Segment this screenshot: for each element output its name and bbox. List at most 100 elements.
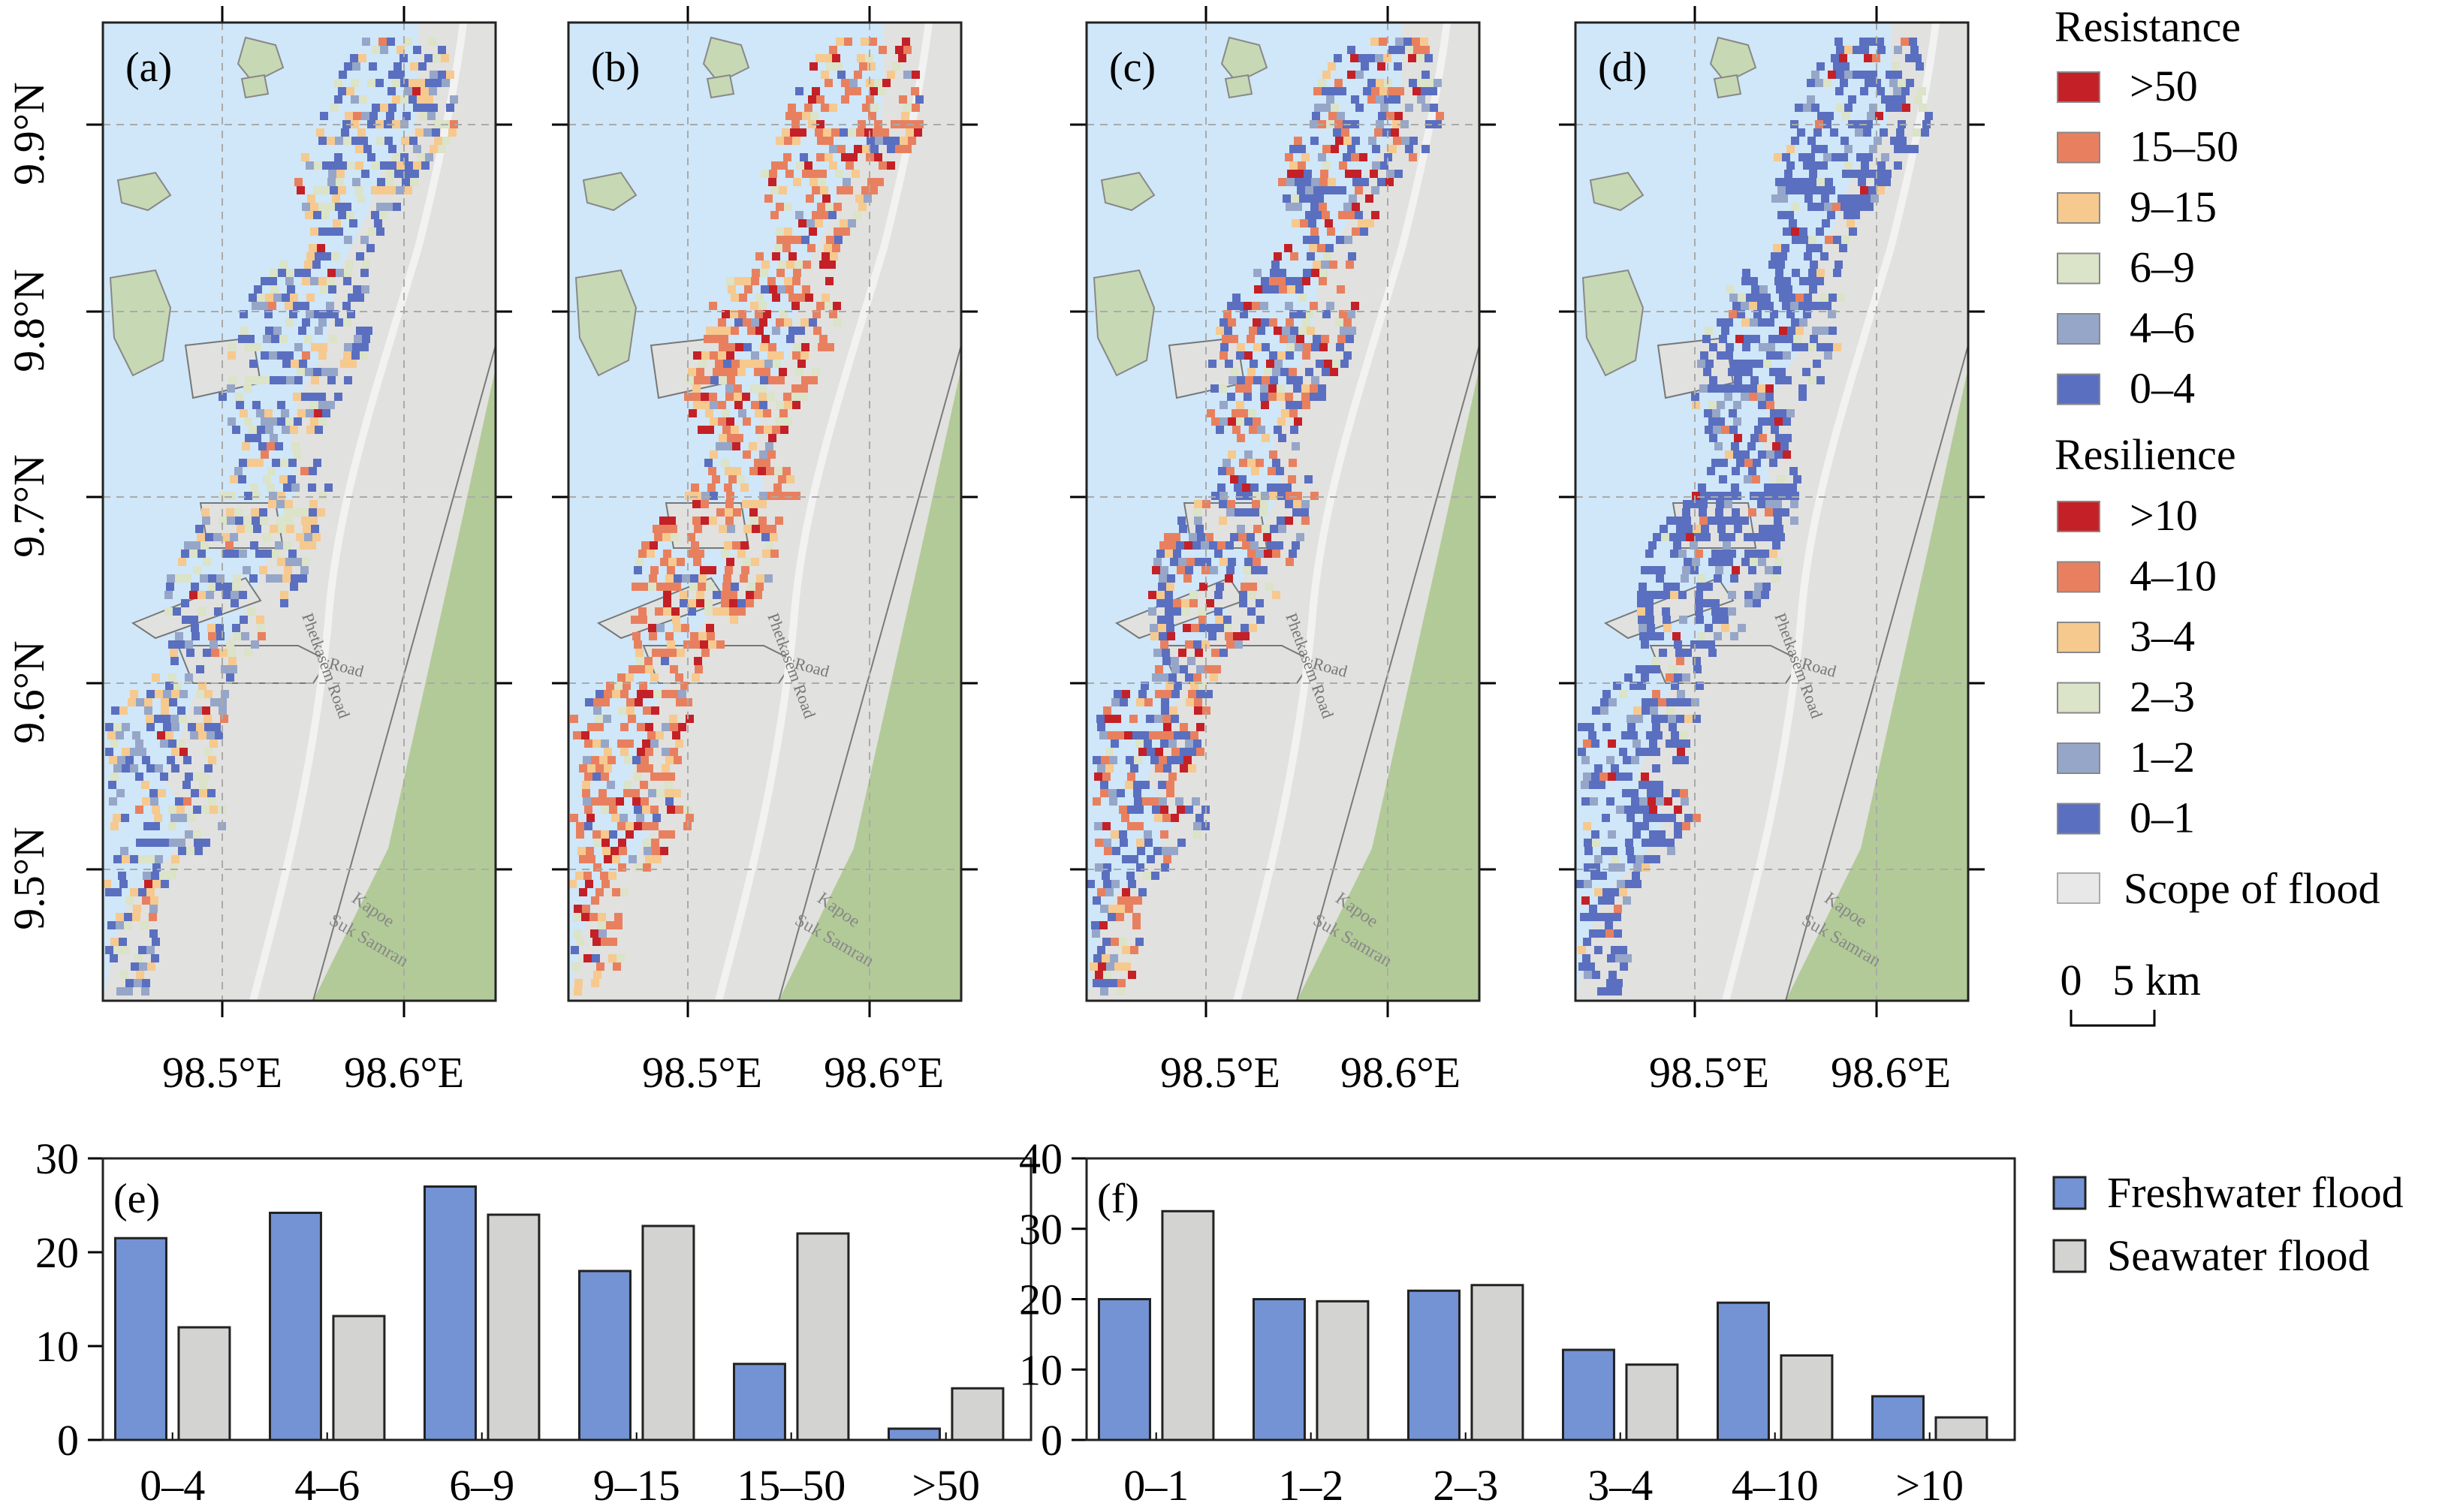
map-pixel — [1626, 814, 1635, 822]
map-pixel — [645, 665, 653, 673]
map-pixel — [1163, 723, 1171, 731]
map-pixel — [1159, 541, 1168, 550]
map-pixel — [721, 599, 729, 607]
map-pixel — [1717, 318, 1725, 327]
map-pixel — [591, 797, 599, 806]
map-pixel — [245, 376, 253, 384]
map-pixel — [653, 690, 662, 698]
map-pixel — [680, 599, 688, 607]
map-pixel — [297, 186, 305, 194]
map-pixel — [1310, 120, 1318, 128]
map-pixel — [754, 591, 762, 599]
map-pixel — [1639, 624, 1647, 632]
map-pixel — [386, 170, 394, 178]
legend-item-label: 4–6 — [2130, 303, 2195, 352]
map-pixel — [1098, 962, 1106, 971]
map-pixel — [779, 186, 787, 194]
map-pixel — [1162, 814, 1171, 822]
map-pixel — [225, 541, 234, 550]
map-pixel — [1412, 87, 1421, 95]
map-pixel — [303, 525, 311, 533]
x-tick-label: 0–1 — [1123, 1461, 1189, 1508]
map-pixel — [1226, 508, 1235, 517]
map-pixel — [1319, 178, 1328, 186]
map-pixel — [1841, 137, 1849, 145]
map-pixel — [308, 483, 316, 492]
map-pixel — [1260, 302, 1268, 310]
map-pixel — [1886, 104, 1894, 112]
map-pixel — [598, 921, 606, 929]
map-pixel — [282, 574, 291, 583]
map-pixel — [631, 616, 639, 624]
map-pixel — [306, 294, 315, 302]
map-pixel — [730, 310, 738, 318]
map-pixel — [117, 756, 125, 764]
map-pixel — [763, 310, 771, 318]
map-pixel — [1711, 607, 1720, 616]
map-pixel — [211, 649, 219, 657]
map-pixel — [1301, 393, 1310, 401]
map-pixel — [755, 409, 763, 417]
map-pixel — [1737, 310, 1745, 318]
map-pixel — [1266, 360, 1274, 368]
map-pixel — [379, 211, 387, 219]
map-pixel — [312, 261, 321, 269]
map-pixel — [402, 170, 411, 178]
map-pixel — [1219, 401, 1228, 409]
map-pixel — [1152, 566, 1160, 574]
map-pixel — [1844, 46, 1853, 54]
map-pixel — [1334, 54, 1342, 62]
map-pixel — [712, 475, 720, 483]
map-pixel — [1605, 929, 1614, 938]
map-pixel — [841, 153, 849, 161]
map-pixel — [261, 376, 270, 384]
map-pixel — [706, 426, 714, 434]
map-pixel — [1816, 178, 1825, 186]
map-pixel — [1343, 318, 1352, 327]
map-pixel — [1336, 236, 1344, 244]
map-pixel — [199, 781, 207, 789]
lon-tick-label: 98.5°E — [162, 1048, 282, 1097]
map-pixel — [767, 351, 776, 360]
map-pixel — [1242, 483, 1250, 492]
map-pixel — [327, 137, 335, 145]
map-pixel — [669, 715, 677, 723]
map-pixel — [586, 814, 595, 822]
map-pixel — [1774, 153, 1782, 161]
map-pixel — [1810, 186, 1819, 194]
map-pixel — [1216, 426, 1224, 434]
map-pixel — [1883, 170, 1892, 178]
map-pixel — [243, 384, 252, 393]
map-pixel — [244, 417, 252, 426]
map-pixel — [694, 657, 702, 665]
map-pixel — [841, 95, 849, 104]
map-pixel — [1894, 145, 1902, 153]
map-pixel — [1608, 698, 1617, 706]
map-pixel — [768, 376, 776, 384]
map-pixel — [1693, 814, 1701, 822]
map-pixel — [1322, 368, 1330, 376]
map-pixel — [167, 574, 175, 583]
map-pixel — [1708, 517, 1716, 525]
legend-swatch — [2057, 803, 2100, 835]
map-pixel — [1267, 541, 1275, 550]
map-pixel — [378, 38, 387, 46]
map-pixel — [361, 170, 369, 178]
map-pixel — [1841, 203, 1849, 211]
map-pixel — [253, 343, 261, 351]
map-pixel — [719, 434, 727, 442]
map-pixel — [1319, 343, 1328, 351]
map-pixel — [1742, 343, 1750, 351]
map-pixel — [1281, 409, 1289, 417]
map-pixel — [159, 872, 167, 880]
map-pixel — [279, 335, 288, 343]
map-pixel — [177, 706, 185, 715]
map-pixel — [1889, 79, 1898, 87]
map-pixel — [1712, 409, 1720, 417]
map-pixel — [718, 318, 726, 327]
map-pixel — [1860, 87, 1868, 95]
map-pixel — [784, 277, 792, 285]
map-pixel — [340, 360, 348, 368]
map-pixel — [1684, 715, 1693, 723]
